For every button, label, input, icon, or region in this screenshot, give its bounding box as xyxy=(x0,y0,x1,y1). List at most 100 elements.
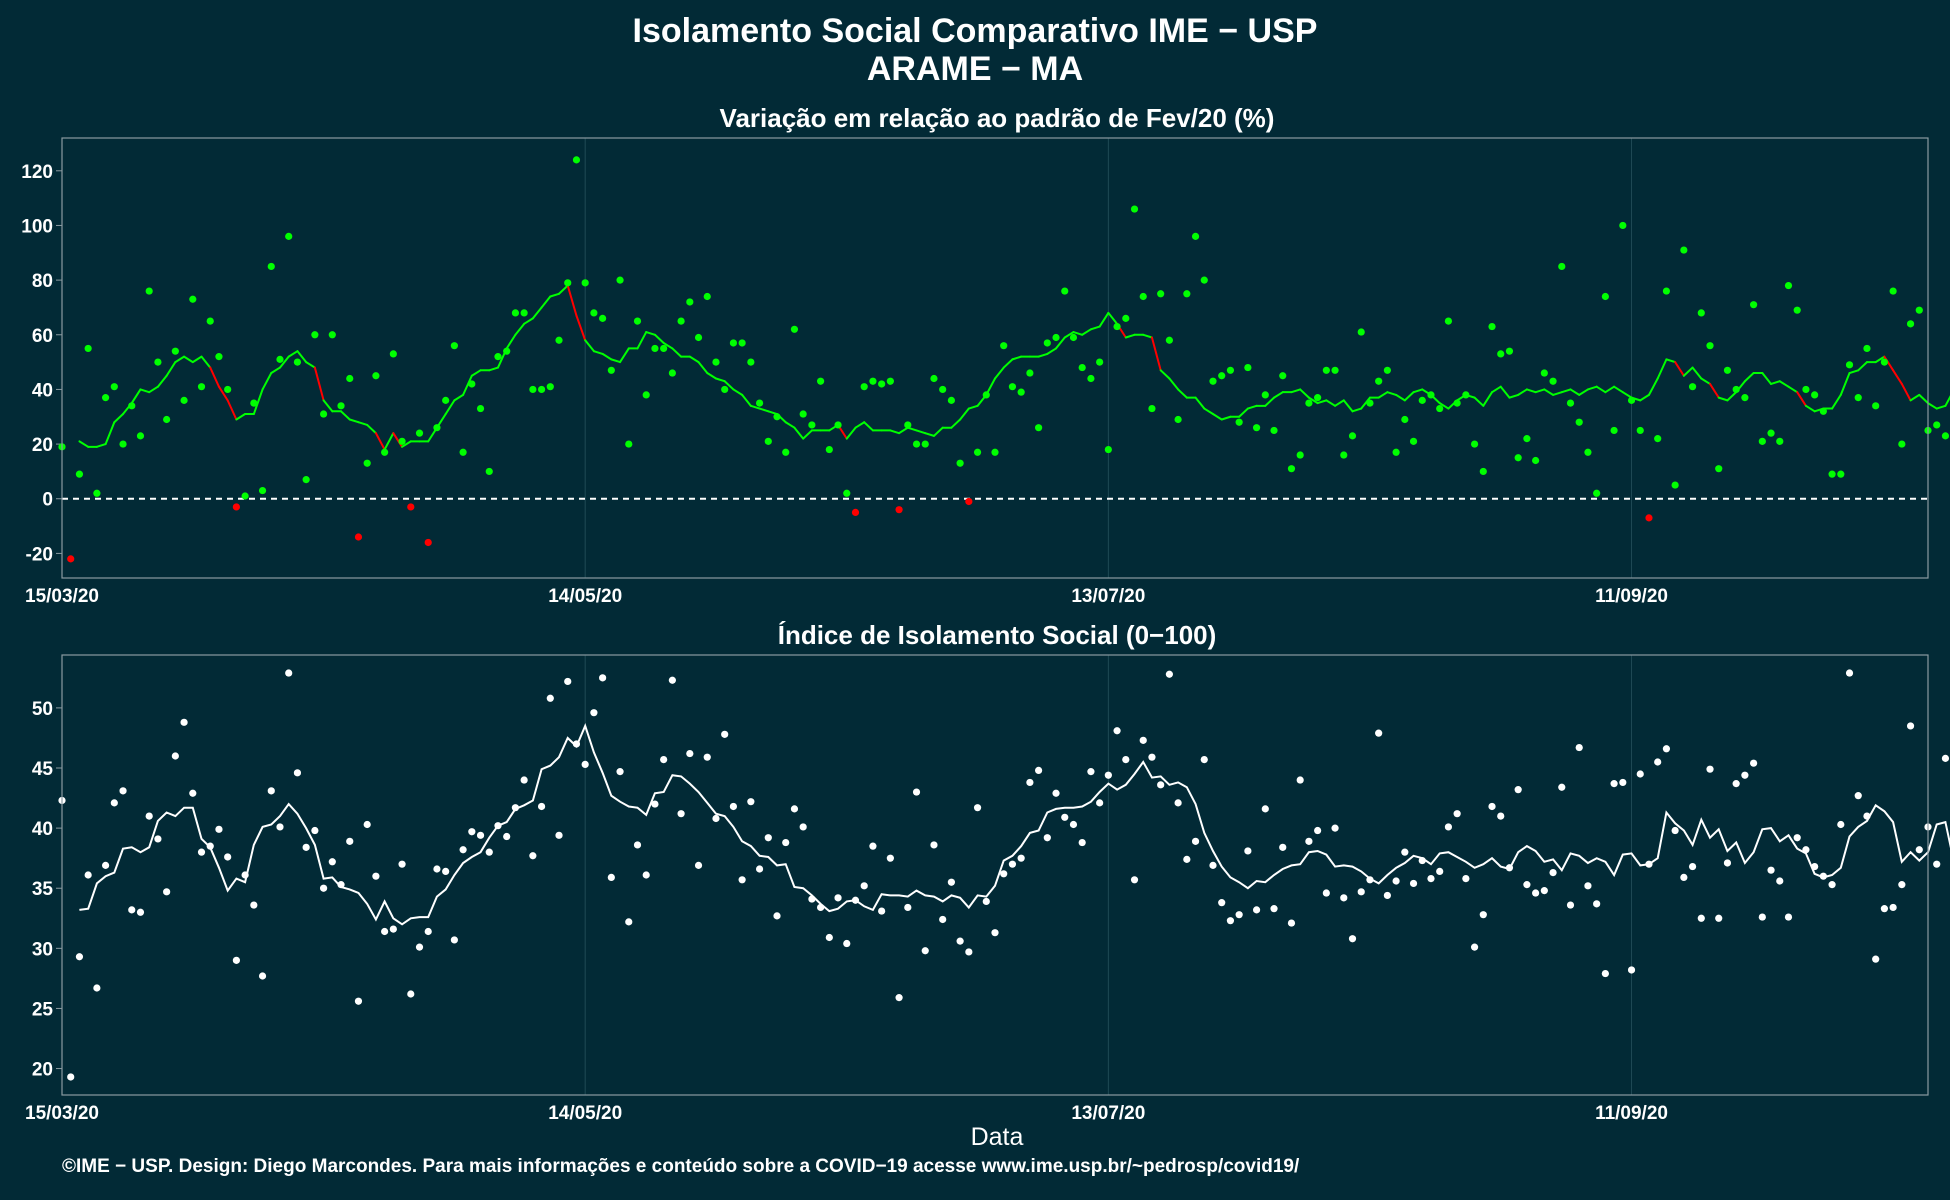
variation-data-point xyxy=(346,374,354,383)
index-data-point xyxy=(311,826,319,835)
variation-data-point xyxy=(1523,435,1531,443)
variation-y-tick-label: 40 xyxy=(32,380,53,401)
variation-data-point xyxy=(1305,399,1313,407)
index-data-point xyxy=(145,812,153,820)
variation-moving-average-segment xyxy=(1150,336,1162,372)
index-data-point xyxy=(503,832,511,841)
index-data-point xyxy=(206,842,214,850)
index-data-point xyxy=(755,865,764,873)
variation-data-point xyxy=(197,383,206,391)
variation-moving-average-segment xyxy=(340,410,351,421)
index-data-point xyxy=(1697,914,1705,922)
index-data-point xyxy=(912,788,921,796)
variation-moving-average-segment xyxy=(1778,380,1790,388)
variation-moving-average-segment xyxy=(165,361,177,377)
variation-moving-average-segment xyxy=(1473,396,1485,407)
index-data-point xyxy=(1104,771,1112,779)
index-data-point xyxy=(224,853,232,861)
variation-x-tick-label: 14/05/20 xyxy=(548,586,622,607)
variation-moving-average-segment xyxy=(1238,407,1249,418)
variation-moving-average-segment xyxy=(932,426,944,437)
variation-moving-average-segment xyxy=(1848,369,1860,375)
variation-moving-average-segment xyxy=(531,306,543,320)
index-data-point xyxy=(1069,820,1078,829)
variation-data-point xyxy=(503,347,511,355)
variation-data-point xyxy=(1052,333,1060,342)
index-data-point xyxy=(154,835,162,843)
variation-moving-average-segment xyxy=(1360,396,1371,410)
index-data-point xyxy=(625,918,633,926)
variation-data-point xyxy=(1139,292,1147,301)
variation-moving-average-segment xyxy=(1560,388,1572,394)
variation-moving-average-segment xyxy=(296,350,308,364)
variation-data-point xyxy=(1113,322,1121,331)
variation-data-point xyxy=(1165,336,1173,344)
index-y-tick-label: 30 xyxy=(32,939,53,960)
variation-data-point xyxy=(860,383,868,391)
index-data-point xyxy=(1296,776,1304,784)
variation-data-point xyxy=(442,396,450,404)
index-data-point xyxy=(119,787,127,795)
index-data-point xyxy=(1436,867,1444,875)
variation-data-point xyxy=(1418,396,1426,404)
variation-data-point xyxy=(1601,292,1609,301)
variation-moving-average-segment xyxy=(1063,331,1075,339)
variation-moving-average-segment xyxy=(1569,388,1581,396)
index-data-point xyxy=(1706,765,1714,773)
variation-moving-average-segment xyxy=(156,374,168,388)
isolation-index-panel: Índice de Isolamento Social (0−100) 15/0… xyxy=(25,620,1950,1124)
index-data-point xyxy=(293,769,302,777)
variation-data-point xyxy=(790,325,799,333)
index-data-point xyxy=(442,867,450,875)
index-data-point xyxy=(904,903,912,912)
variation-moving-average-segment xyxy=(1351,407,1363,413)
variation-data-point xyxy=(694,333,703,342)
index-data-point xyxy=(1226,917,1235,925)
variation-moving-average-segment xyxy=(348,418,360,424)
index-data-point xyxy=(1252,906,1261,914)
variation-moving-average-segment xyxy=(1482,391,1494,407)
index-data-point xyxy=(511,804,520,812)
variation-data-point xyxy=(163,415,171,424)
variation-data-point xyxy=(1505,347,1514,355)
index-data-point xyxy=(1688,862,1697,871)
variation-moving-average-segment xyxy=(967,404,979,410)
variation-data-point xyxy=(1130,205,1139,213)
index-y-tick-label: 45 xyxy=(32,759,54,780)
variation-data-point xyxy=(1872,402,1880,410)
index-data-point xyxy=(991,929,999,937)
index-data-point xyxy=(1279,843,1287,851)
variation-moving-average-segment xyxy=(1682,366,1694,377)
variation-data-point xyxy=(1593,489,1601,497)
variation-data-point xyxy=(468,380,476,388)
variation-data-point xyxy=(241,492,249,500)
variation-data-point xyxy=(1470,440,1479,448)
index-moving-average-line xyxy=(79,723,1950,926)
index-data-point xyxy=(75,953,84,961)
variation-data-point xyxy=(328,331,336,339)
index-data-point xyxy=(1593,900,1601,908)
variation-moving-average-segment xyxy=(1892,369,1903,385)
variation-data-point xyxy=(372,372,380,380)
variation-data-point xyxy=(250,399,258,407)
variation-moving-average-segment xyxy=(1220,415,1232,421)
variation-data-point xyxy=(1802,385,1810,394)
variation-data-point xyxy=(311,331,319,339)
variation-data-point xyxy=(851,508,860,517)
index-data-point xyxy=(136,908,145,916)
variation-data-point xyxy=(1706,342,1714,350)
index-data-point xyxy=(267,787,275,795)
variation-moving-average-segment xyxy=(1081,328,1092,336)
index-data-point xyxy=(1619,778,1627,787)
variation-data-point xyxy=(398,437,406,445)
index-data-point xyxy=(1802,846,1810,854)
variation-data-point xyxy=(886,377,894,385)
variation-data-point xyxy=(1514,454,1522,462)
variation-moving-average-segment xyxy=(252,388,264,416)
variation-data-point xyxy=(1784,281,1793,290)
variation-moving-average-segment xyxy=(1595,385,1607,394)
variation-moving-average-segment xyxy=(1586,385,1598,391)
variation-moving-average-segment xyxy=(592,350,604,355)
variation-moving-average-segment xyxy=(1787,385,1799,394)
index-data-point xyxy=(799,823,807,831)
